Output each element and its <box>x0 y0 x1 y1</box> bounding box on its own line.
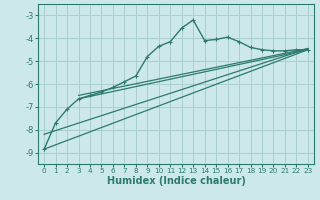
X-axis label: Humidex (Indice chaleur): Humidex (Indice chaleur) <box>107 176 245 186</box>
